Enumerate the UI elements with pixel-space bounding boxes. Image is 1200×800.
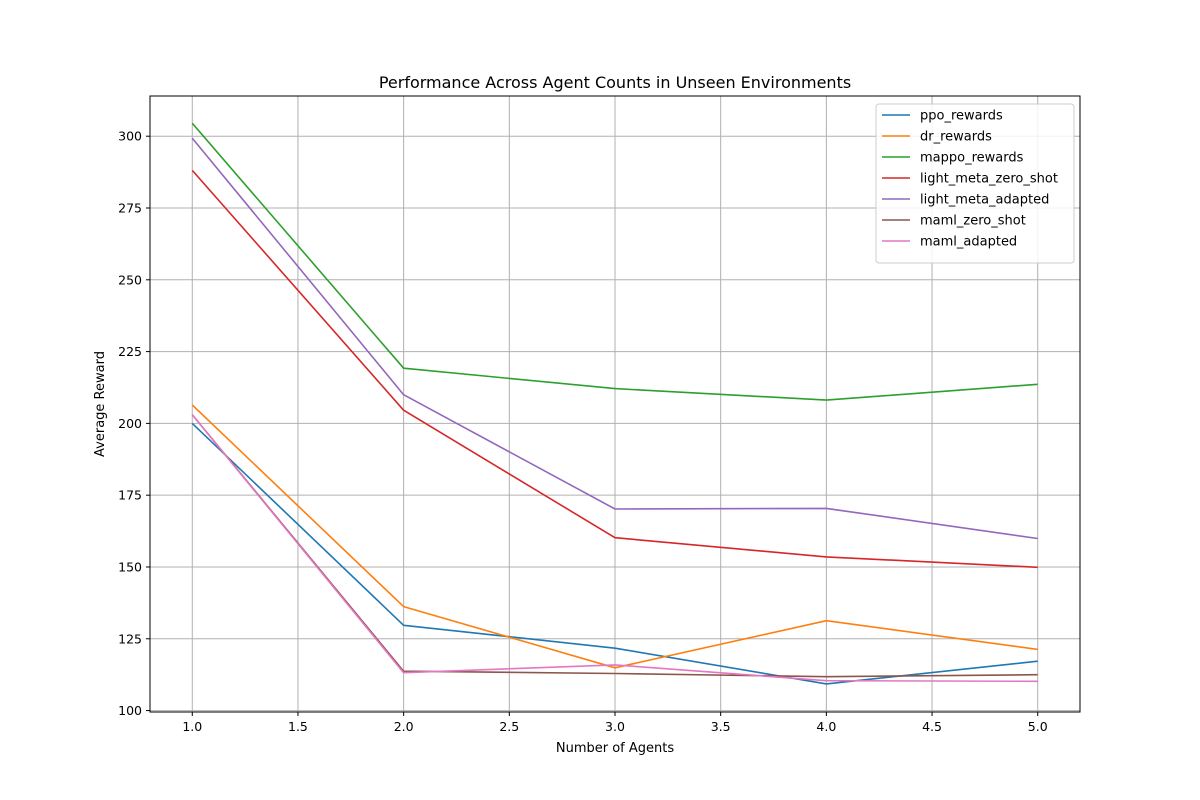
legend: ppo_rewards dr_rewards mappo_rewards light_…	[875, 103, 1075, 264]
x-tick-label: 3.5	[711, 719, 731, 734]
x-tick-label: 4.5	[922, 719, 942, 734]
series-line-light-meta-zero-shot	[191, 169, 1038, 569]
legend-label: maml_zero_shot	[920, 214, 1026, 229]
y-tick-label: 275	[118, 201, 142, 216]
y-tick-label: 150	[118, 559, 142, 574]
grid	[150, 96, 1080, 712]
x-tick-label: 5.0	[1028, 719, 1048, 734]
x-tick-label: 1.0	[182, 719, 202, 734]
y-tick-label: 300	[118, 129, 142, 144]
y-axis-label: Average Reward	[93, 351, 108, 457]
x-tick-label: 1.5	[288, 719, 308, 734]
legend-label: dr_rewards	[920, 130, 992, 145]
y-axis: 100 125 150 175 200 225 250 275 300	[118, 129, 150, 718]
legend-label: ppo_rewards	[920, 109, 1003, 124]
chart-title: Performance Across Agent Counts in Unsee…	[379, 73, 851, 92]
x-tick-label: 3.0	[605, 719, 625, 734]
series-lines	[191, 122, 1038, 685]
series-line-dr-rewards	[191, 404, 1038, 669]
legend-label: light_meta_adapted	[920, 193, 1049, 208]
y-tick-label: 200	[118, 416, 142, 431]
x-tick-label: 2.5	[499, 719, 519, 734]
series-line-maml-adapted	[191, 414, 1038, 683]
series-line-mappo-rewards	[191, 122, 1038, 401]
y-tick-label: 125	[118, 631, 142, 646]
legend-label: mappo_rewards	[920, 151, 1024, 166]
series-line-light-meta-adapted	[191, 137, 1038, 540]
legend-label: light_meta_zero_shot	[920, 172, 1058, 187]
x-tick-label: 4.0	[816, 719, 836, 734]
y-tick-label: 250	[118, 272, 142, 287]
y-tick-label: 175	[118, 488, 142, 503]
x-tick-label: 2.0	[394, 719, 414, 734]
legend-label: maml_adapted	[920, 235, 1017, 250]
y-tick-label: 225	[118, 344, 142, 359]
y-tick-label: 100	[118, 703, 142, 718]
x-axis: 1.0 1.5 2.0 2.5 3.0 3.5 4.0 4.5 5.0	[182, 712, 1048, 734]
x-axis-label: Number of Agents	[556, 741, 674, 756]
legend-box	[875, 103, 1075, 264]
